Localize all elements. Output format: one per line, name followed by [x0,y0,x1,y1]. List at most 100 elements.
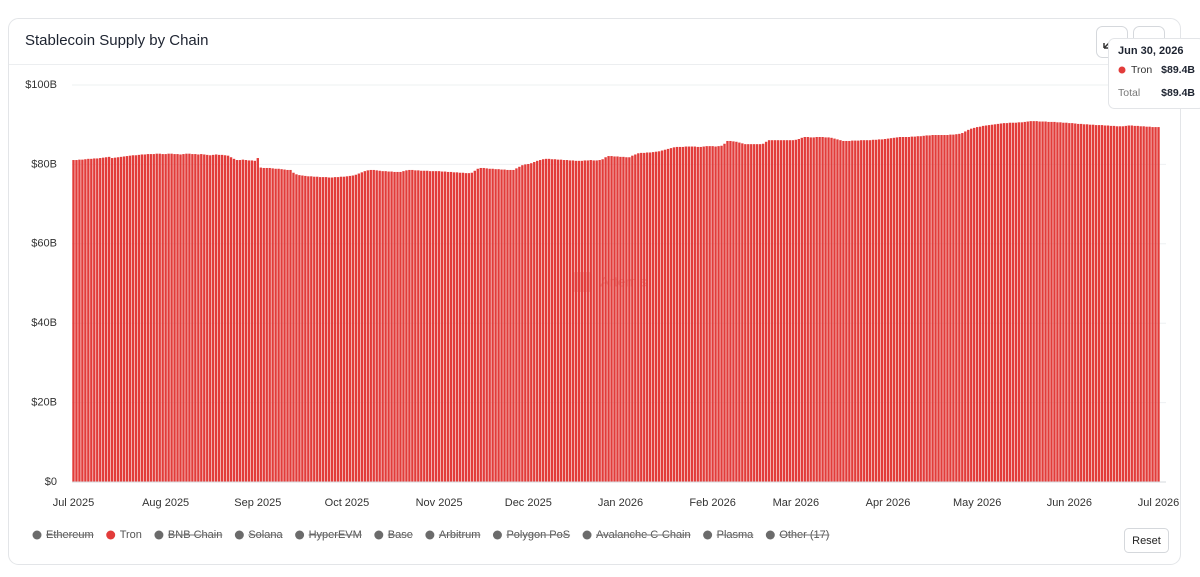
bar [741,143,744,482]
bar [342,176,346,482]
bar [978,126,982,482]
bar [348,175,352,482]
bar [619,156,622,482]
bar [191,154,194,482]
bar [93,158,96,482]
bar [497,169,500,482]
bar [1071,123,1074,482]
bar [494,169,497,482]
bar [146,154,149,482]
bar [295,174,298,482]
bar [800,137,803,482]
bar [544,158,548,483]
bar [1023,121,1026,483]
bar [958,133,961,482]
bar [705,146,708,482]
tooltip-series: Tron [1131,64,1152,76]
bar [1017,122,1020,483]
bar [440,171,444,482]
bar [643,152,646,482]
bar [488,168,491,482]
bar [860,140,863,483]
bar [319,177,322,482]
bar [690,146,693,482]
bar [327,177,331,482]
bar [975,127,979,482]
tooltip: Jun 30, 2026 Tron $89.4B Total $89.4B [1108,38,1200,109]
bar [164,154,167,482]
y-tick-label: $20B [31,397,57,409]
bar [708,146,711,482]
legend-swatch [765,530,775,540]
bar [937,135,940,482]
bar [553,159,557,482]
bar [981,125,985,483]
bar [996,123,1000,482]
bar [110,158,114,482]
x-tick-label: Nov 2025 [416,497,463,509]
bar [431,171,435,483]
bar [87,158,90,483]
bar [420,170,423,482]
bar [518,166,521,483]
bar [836,139,839,482]
x-tick-label: May 2026 [953,497,1001,509]
bar [530,163,533,483]
bar [625,157,628,482]
bar [919,136,922,482]
bar [411,169,414,482]
bar [595,160,598,482]
bar [1047,121,1050,483]
bar [345,176,349,482]
bar [889,138,893,482]
reset-control: Reset [1124,528,1169,553]
bar [830,137,833,482]
bar [904,137,908,482]
bar [143,154,147,482]
bar [717,146,720,482]
bar [203,154,206,482]
bar [292,172,295,482]
bar [565,160,569,482]
bar [993,124,997,482]
bar [753,144,756,482]
bar [812,137,815,483]
bar [1085,124,1089,482]
bar [1115,126,1119,483]
bar [827,137,830,483]
bar [429,171,432,483]
bar [598,160,601,482]
bar [568,160,572,482]
bar [509,169,512,482]
bar [604,157,607,482]
bar [366,170,369,483]
bar [324,177,328,482]
bar [289,169,292,482]
bar [726,140,729,483]
bar [125,156,129,483]
bar [75,160,78,482]
bar [250,160,254,482]
bar [235,160,239,482]
bar [339,176,343,482]
bar [616,156,619,482]
x-tick-label: Jan 2026 [598,497,643,509]
bar [747,144,750,482]
bar [155,153,158,482]
bar [384,171,387,483]
bar [476,168,479,482]
bar [351,175,355,483]
bar [880,139,884,482]
bar [301,175,304,483]
reset-button[interactable] [1124,528,1169,553]
legend-label[interactable]: Tron [120,529,142,541]
bar [515,168,518,482]
legend-swatch [492,530,502,540]
bar [1056,122,1059,483]
bar [72,160,75,482]
bar [577,160,581,482]
bar [925,135,928,482]
bar [229,157,233,482]
bar [640,152,643,482]
